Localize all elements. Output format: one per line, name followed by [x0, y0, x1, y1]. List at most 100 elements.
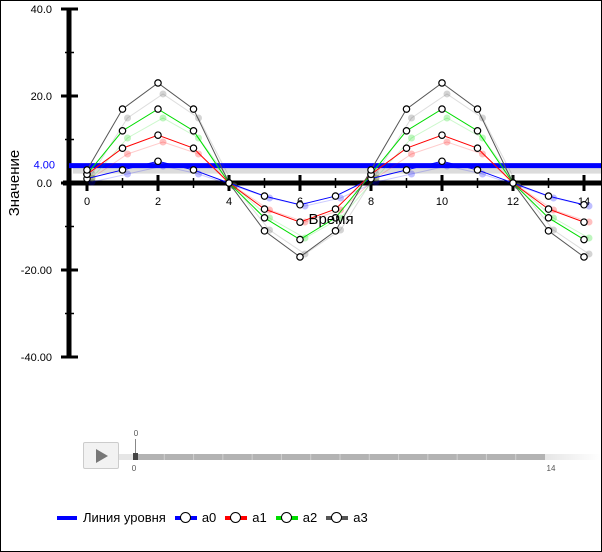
series-a3-point [189, 105, 198, 113]
timeline-current-label: 0 [134, 429, 139, 438]
series-a3-trail-point [124, 114, 131, 122]
series-a0-trail-point [124, 170, 131, 178]
series-a2-point [580, 235, 588, 244]
series-a2-point [154, 105, 162, 113]
series-swatch [174, 511, 197, 524]
level-line-shadow [73, 166, 601, 174]
series-a0-point [580, 200, 588, 209]
series-a1-point [296, 218, 304, 226]
series-a2-point [544, 214, 553, 222]
x-tick-label: 2 [155, 196, 161, 208]
legend-label: a3 [353, 510, 368, 525]
series-a0-point [154, 157, 162, 166]
series-a2-trail-point [443, 114, 451, 122]
series-a1-point [154, 131, 162, 139]
legend-item-a1[interactable]: a1 [225, 510, 267, 525]
series-a3-point [225, 179, 233, 187]
series-a3-point [83, 166, 91, 174]
x-tick-label: 12 [507, 196, 519, 208]
series-a3-trail-point [408, 114, 415, 122]
legend-item-a0[interactable]: a0 [174, 510, 217, 525]
series-a2-trail-point [159, 114, 167, 122]
series-a0-point [260, 192, 269, 200]
series-a3-point [154, 79, 162, 87]
legend: Линия уровня a0 a1 a2 a3 [57, 510, 377, 525]
series-a1-trail-point [195, 150, 202, 158]
series-a2-point [402, 127, 411, 135]
series-a0-trail [91, 165, 590, 207]
y-axis-label: Значение [6, 150, 23, 217]
series-a3-point [402, 105, 411, 113]
series-swatch [225, 511, 248, 524]
timeline-thumb[interactable] [133, 453, 138, 460]
timeline-track-start [117, 454, 135, 460]
legend-label: a2 [302, 510, 318, 525]
series-a1-trail-point [124, 150, 131, 158]
series-a2-point [438, 105, 446, 113]
series-a1-trail [91, 141, 590, 223]
series-a3-point [118, 105, 127, 113]
y-tick-label: 0.0 [37, 178, 52, 190]
series-a3-point [367, 166, 375, 174]
legend-item-a3[interactable]: a3 [326, 510, 368, 525]
series-a1-point [189, 144, 198, 153]
y-tick-label: -20.00 [21, 265, 52, 277]
series-a3-point [544, 227, 553, 235]
series-a1-point [544, 205, 553, 213]
series-a1-point [580, 218, 588, 226]
series-a0-trail-point [443, 162, 451, 170]
series-a3-trail-point [159, 90, 167, 98]
level-line-label: 4.00 [34, 160, 55, 172]
series-a2-point [296, 235, 304, 244]
series-a3-trail-point [443, 90, 451, 98]
legend-label: a1 [252, 510, 267, 525]
series-a3-point [580, 253, 588, 261]
series-a2-point [473, 127, 482, 135]
series-a2-trail-point [124, 134, 131, 142]
series-a1-trail-point [479, 150, 486, 158]
series-a2-point [331, 214, 340, 222]
series-a3-point [331, 227, 340, 235]
series-a0-point [189, 166, 198, 174]
x-tick-label: 4 [226, 196, 232, 208]
series-a3-point [438, 79, 446, 87]
series-a1-trail-point [408, 150, 415, 158]
series-a2-point [260, 214, 269, 222]
legend-label: a0 [201, 510, 217, 525]
series-a3-point [509, 179, 517, 187]
timeline-start-label: 0 [132, 464, 137, 473]
x-axis-label: Время [308, 211, 353, 228]
x-tick-label: 10 [436, 196, 448, 208]
series-a2-trail [91, 117, 590, 239]
series-a0-point [402, 166, 411, 174]
series-a1-trail-point [159, 138, 167, 146]
x-tick-label: 8 [368, 196, 374, 208]
series-a1-point [402, 144, 411, 153]
series-a0-point [118, 166, 127, 174]
play-button[interactable] [83, 442, 119, 469]
series-a0-point [331, 192, 340, 200]
series-a1-point [118, 144, 127, 153]
legend-label: Линия уровня [83, 510, 166, 525]
series-a0-point [438, 157, 446, 166]
level-line-swatch [57, 515, 77, 520]
y-tick-label: 20.0 [31, 91, 52, 103]
timeline-track-end [545, 454, 601, 460]
series-a0-point [544, 192, 553, 200]
series-a1-trail-point [443, 138, 451, 146]
y-tick-label: 40.0 [31, 4, 52, 16]
series-a0-point [296, 200, 304, 209]
series-swatch [326, 511, 349, 524]
timeline-end-label: 14 [547, 464, 556, 473]
y-tick-label: -40.00 [21, 352, 52, 364]
legend-item-a2[interactable]: a2 [275, 510, 318, 525]
series-a0-trail-point [159, 162, 167, 170]
series-a2-trail-point [408, 134, 415, 142]
series-a1-point [331, 205, 340, 213]
series-a3-point [296, 253, 304, 261]
series-a1-point [260, 205, 269, 213]
x-tick-label: 0 [84, 196, 90, 208]
legend-item-level-line[interactable]: Линия уровня [57, 510, 166, 525]
series-a3-point [473, 105, 482, 113]
